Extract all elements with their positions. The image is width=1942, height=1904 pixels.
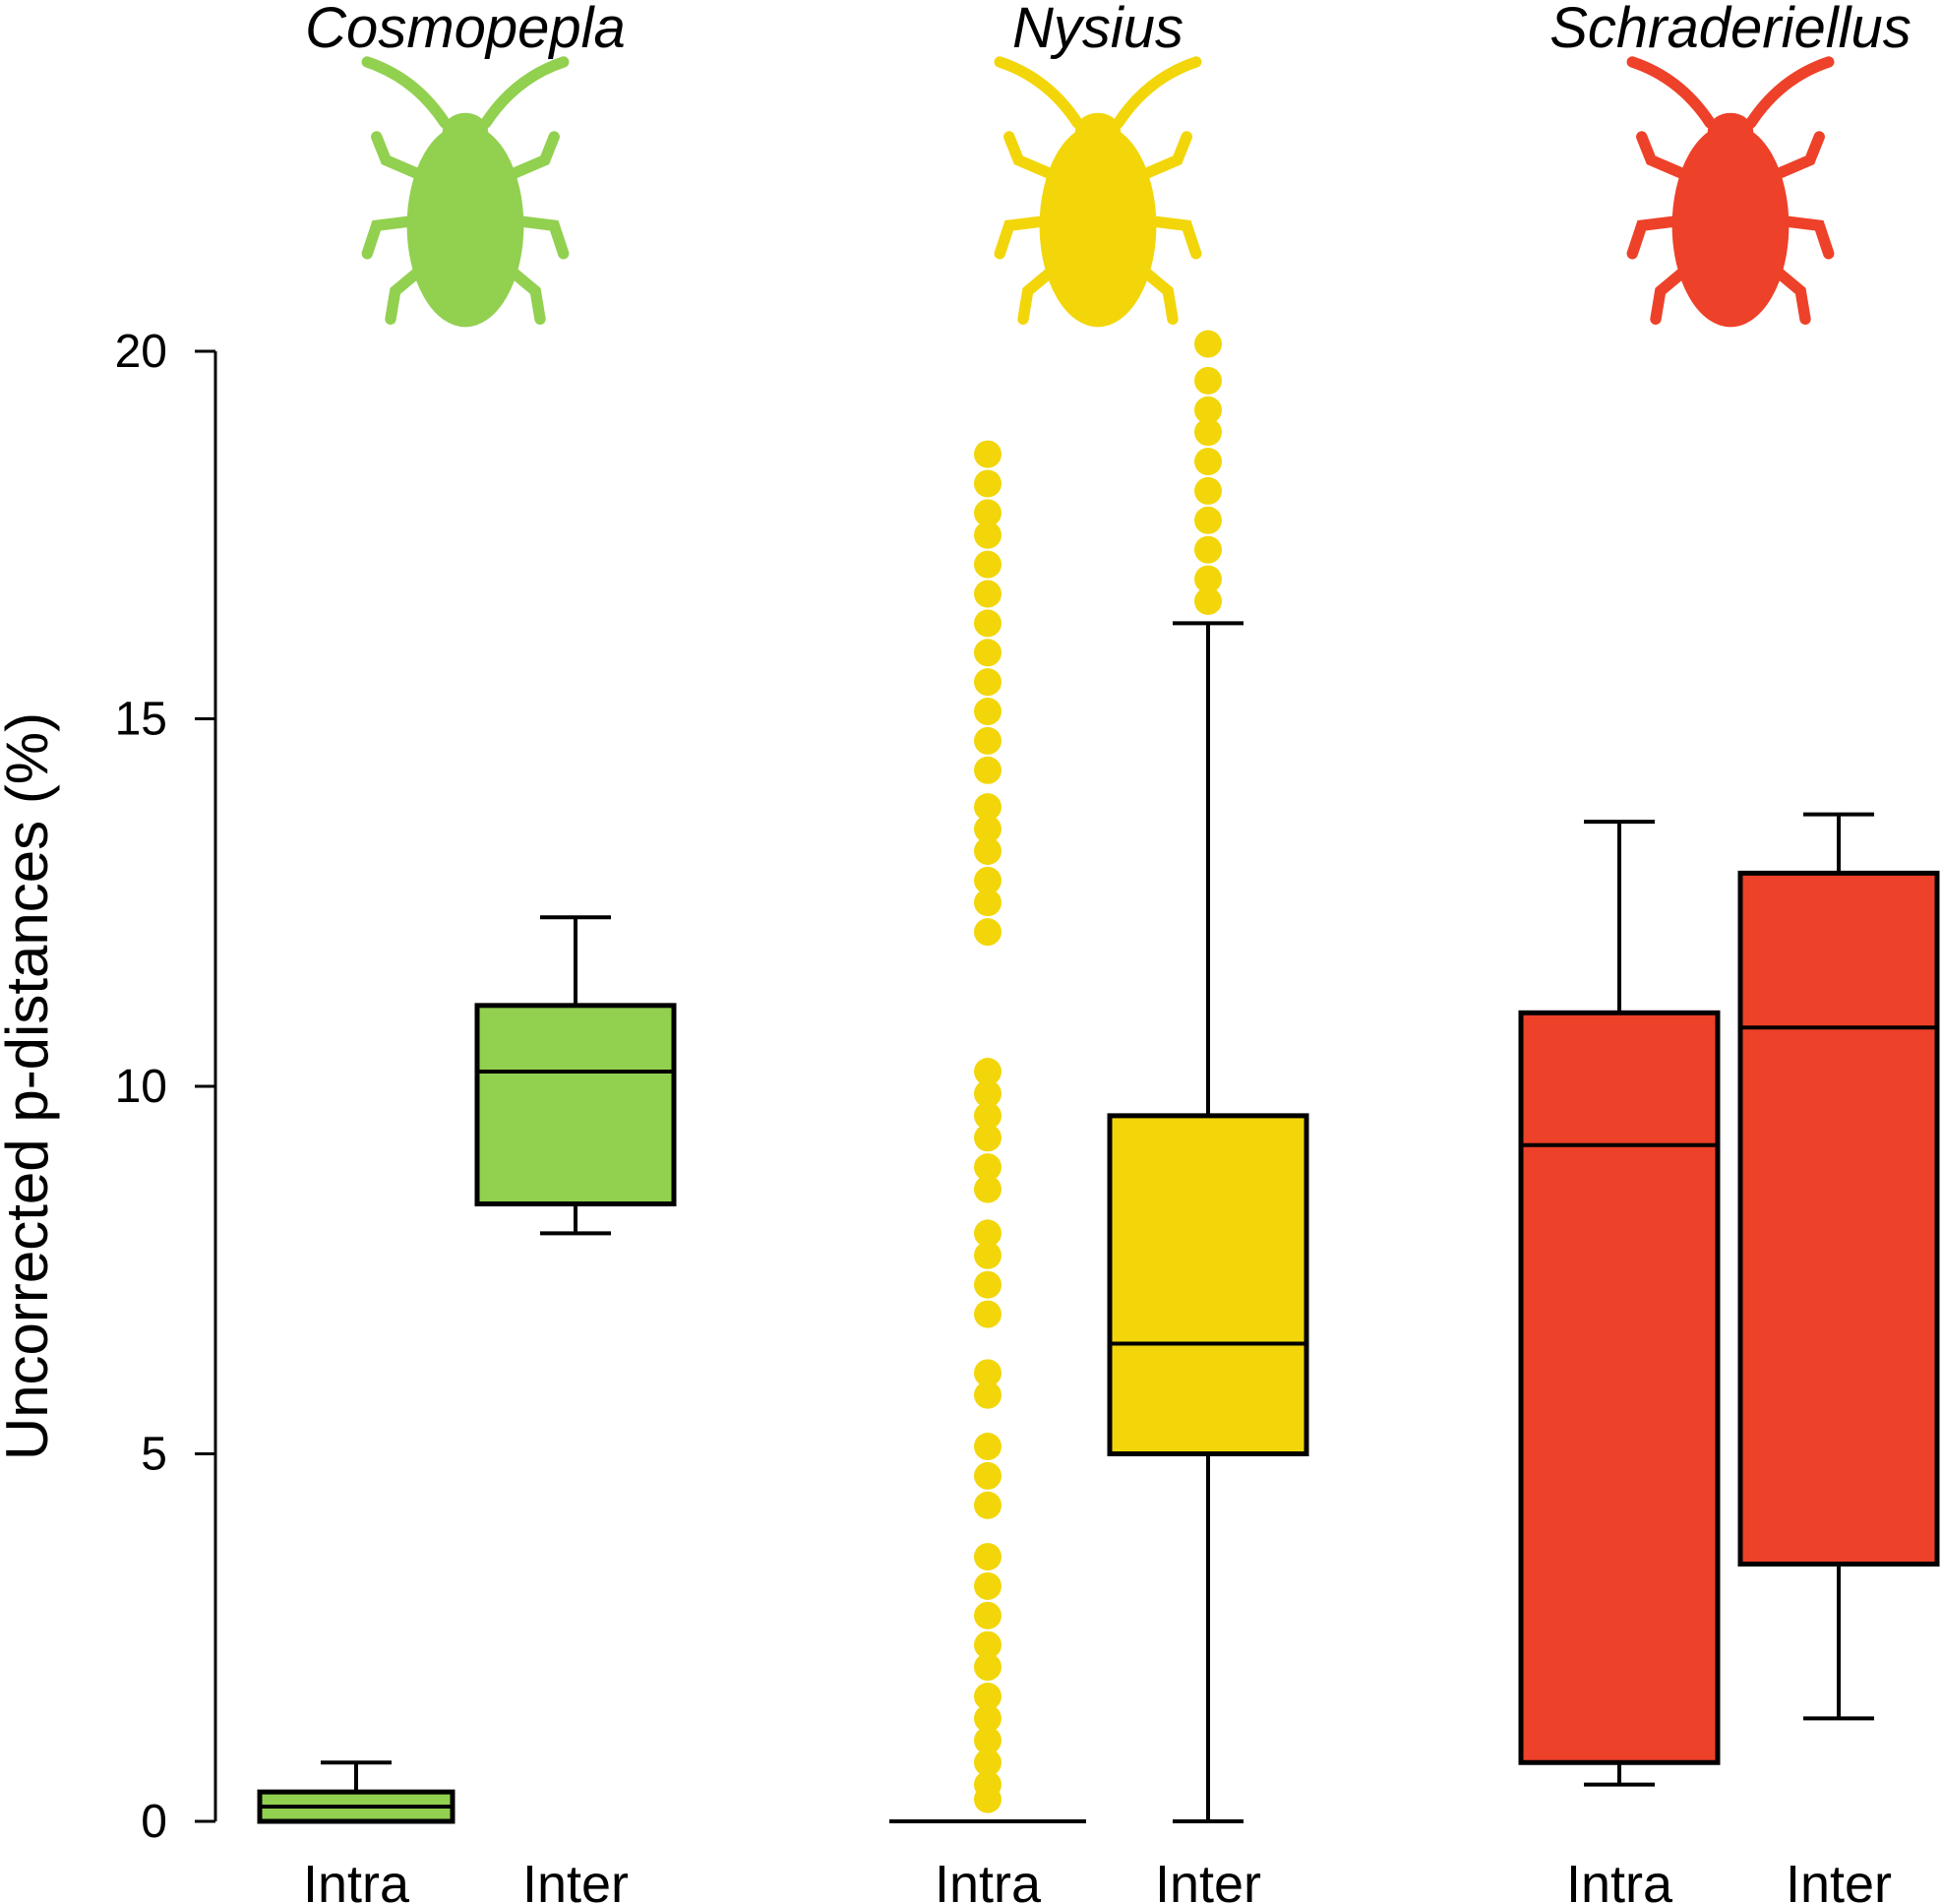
outlier-point <box>974 1683 1001 1711</box>
box-iqr <box>1107 1113 1309 1456</box>
y-tick-label: 5 <box>141 1429 167 1481</box>
outlier-point <box>1194 476 1222 505</box>
outlier-point <box>974 1433 1001 1461</box>
outlier-point <box>974 469 1001 498</box>
group-schraderiellus: Schraderiellus Intra Inter <box>1518 0 1940 1904</box>
category-label: Intra <box>1566 1855 1673 1904</box>
outlier-point <box>974 1241 1001 1269</box>
outlier-point <box>1194 565 1222 593</box>
outlier-point <box>974 1543 1001 1571</box>
outlier-point <box>1194 535 1222 564</box>
outlier-point <box>974 1770 1001 1799</box>
outlier-point <box>974 698 1001 726</box>
outlier-point <box>974 580 1001 608</box>
outlier-point <box>974 918 1001 947</box>
y-ticks: 0 5 10 15 20 <box>115 326 215 1848</box>
outlier-point <box>974 1601 1001 1629</box>
category-label: Intra <box>303 1855 410 1904</box>
outlier-point <box>974 889 1001 917</box>
outlier-point <box>974 793 1001 822</box>
outlier-point <box>1194 330 1222 358</box>
outlier-point <box>974 499 1001 527</box>
outlier-point <box>974 639 1001 667</box>
outlier-point <box>974 866 1001 894</box>
box-intra: Intra <box>1518 820 1721 1904</box>
outlier-point <box>974 1359 1001 1387</box>
box-iqr <box>1737 870 1940 1567</box>
outlier-point <box>974 1219 1001 1248</box>
outlier-point <box>974 726 1001 755</box>
group-cosmopepla: Cosmopepla Intra Inter <box>257 0 677 1904</box>
outlier-point <box>974 1101 1001 1130</box>
box-inter: Inter <box>1107 330 1309 1904</box>
outlier-point <box>974 1726 1001 1754</box>
box-inter: Inter <box>1737 812 1940 1904</box>
outlier-point <box>1194 448 1222 476</box>
outlier-point <box>974 1749 1001 1777</box>
outlier-point <box>974 836 1001 865</box>
outlier-point <box>1194 586 1222 615</box>
genus-title: Nysius <box>1012 0 1183 60</box>
category-label: Inter <box>522 1855 629 1904</box>
box-intra: Intra <box>257 1760 455 1904</box>
box-iqr <box>1518 1010 1721 1765</box>
y-tick-label: 0 <box>141 1796 167 1848</box>
outlier-point <box>1194 506 1222 534</box>
outlier-point <box>974 1058 1001 1086</box>
outlier-point <box>974 1653 1001 1682</box>
outlier-point <box>974 1175 1001 1203</box>
outlier-point <box>1194 396 1222 424</box>
outlier-point <box>974 815 1001 843</box>
outlier-point <box>1194 418 1222 447</box>
outlier-point <box>974 1704 1001 1733</box>
outlier-point <box>974 440 1001 468</box>
outlier-point <box>974 1270 1001 1299</box>
box-inter: Inter <box>474 915 677 1904</box>
outlier-point <box>974 1461 1001 1490</box>
outlier-point <box>974 1300 1001 1328</box>
axes: 0 5 10 15 20 <box>115 326 217 1848</box>
outlier-point <box>974 1124 1001 1152</box>
genus-title: Cosmopepla <box>305 0 626 60</box>
category-label: Inter <box>1155 1855 1261 1904</box>
y-axis-label: Uncorrected p-distances (%) <box>0 712 60 1460</box>
category-label: Inter <box>1786 1855 1892 1904</box>
outlier-point <box>974 1381 1001 1409</box>
group-nysius: Nysius Intra Inter <box>889 0 1309 1904</box>
genus-title: Schraderiellus <box>1549 0 1912 60</box>
box-iqr <box>474 1003 677 1207</box>
y-tick-label: 20 <box>115 326 167 378</box>
outlier-point <box>974 1491 1001 1519</box>
outlier-point <box>974 1571 1001 1600</box>
bug-silhouette-icon <box>1632 62 1829 327</box>
outlier-point <box>974 609 1001 638</box>
box-intra: Intra <box>889 440 1086 1904</box>
y-tick-label: 15 <box>115 694 167 746</box>
bug-silhouette-icon <box>1000 62 1196 327</box>
outlier-point <box>974 668 1001 697</box>
outlier-point <box>974 1079 1001 1108</box>
y-tick-label: 10 <box>115 1061 167 1113</box>
outlier-point <box>974 1630 1001 1659</box>
outlier-point <box>974 521 1001 549</box>
bug-silhouette-icon <box>367 62 564 327</box>
outlier-point <box>974 756 1001 784</box>
category-label: Intra <box>935 1855 1042 1904</box>
outlier-point <box>1194 366 1222 395</box>
outlier-point <box>974 550 1001 579</box>
outlier-point <box>974 1153 1001 1182</box>
